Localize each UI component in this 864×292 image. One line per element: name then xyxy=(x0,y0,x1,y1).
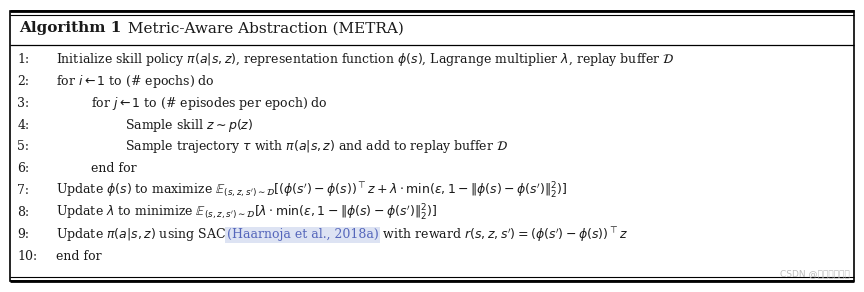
Text: for $j \leftarrow 1$ to (# episodes per epoch) do: for $j \leftarrow 1$ to (# episodes per … xyxy=(91,95,327,112)
Text: Algorithm 1: Algorithm 1 xyxy=(19,21,121,35)
Text: 4:: 4: xyxy=(17,119,29,131)
Text: Update $\lambda$ to minimize $\mathbb{E}_{(s,z,s')\sim\mathcal{D}}[\lambda \cdot: Update $\lambda$ to minimize $\mathbb{E}… xyxy=(56,203,437,223)
Text: 8:: 8: xyxy=(17,206,29,219)
Text: Sample trajectory $\tau$ with $\pi(a|s, z)$ and add to replay buffer $\mathcal{D: Sample trajectory $\tau$ with $\pi(a|s, … xyxy=(125,138,509,155)
Text: Initialize skill policy $\pi(a|s, z)$, representation function $\phi(s)$, Lagran: Initialize skill policy $\pi(a|s, z)$, r… xyxy=(56,51,675,68)
Text: 1:: 1: xyxy=(17,53,29,66)
Text: Sample skill $z \sim p(z)$: Sample skill $z \sim p(z)$ xyxy=(125,117,253,133)
Text: end for: end for xyxy=(56,250,102,263)
Text: with reward $r(s, z, s') = (\phi(s') - \phi(s))^\top z$: with reward $r(s, z, s') = (\phi(s') - \… xyxy=(378,225,627,244)
Text: Metric-Aware Abstraction (METRA): Metric-Aware Abstraction (METRA) xyxy=(123,21,404,35)
Text: 6:: 6: xyxy=(17,162,29,175)
Text: 2:: 2: xyxy=(17,74,29,88)
Text: 9:: 9: xyxy=(17,228,29,241)
Text: 7:: 7: xyxy=(17,184,29,197)
Text: 5:: 5: xyxy=(17,140,29,154)
Text: Update $\phi(s)$ to maximize $\mathbb{E}_{(s,z,s')\sim\mathcal{D}}[(\phi(s') - \: Update $\phi(s)$ to maximize $\mathbb{E}… xyxy=(56,181,568,201)
Text: 10:: 10: xyxy=(17,250,37,263)
Text: end for: end for xyxy=(91,162,137,175)
Text: Update $\pi(a|s, z)$ using SAC: Update $\pi(a|s, z)$ using SAC xyxy=(56,226,226,243)
Text: CSDN @收到求教信号: CSDN @收到求教信号 xyxy=(779,269,849,278)
Text: for $i \leftarrow 1$ to (# epochs) do: for $i \leftarrow 1$ to (# epochs) do xyxy=(56,73,215,90)
Text: (Haarnoja et al., 2018a): (Haarnoja et al., 2018a) xyxy=(226,228,378,241)
Text: 3:: 3: xyxy=(17,97,29,110)
